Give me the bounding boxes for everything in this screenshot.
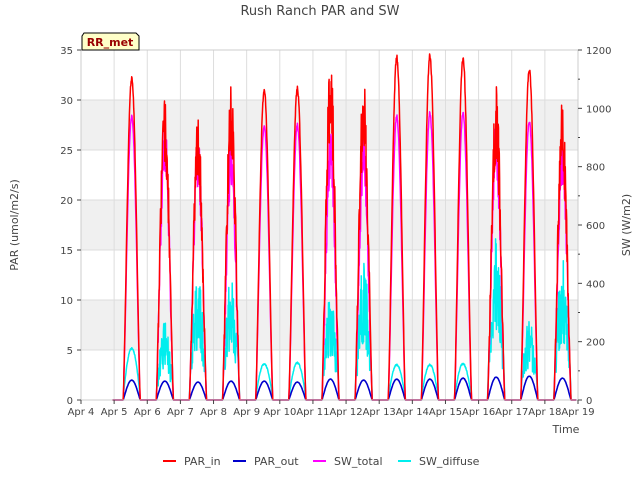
x-tick-label: Apr 14	[396, 407, 429, 418]
x-tick-label: Apr 6	[134, 407, 161, 418]
right-tick-label: 600	[586, 221, 605, 232]
left-tick-label: 0	[67, 396, 73, 407]
right-tick-label: 1200	[586, 46, 611, 57]
left-tick-label: 20	[60, 196, 73, 207]
left-axis-label: PAR (umol/m2/s)	[8, 179, 21, 271]
series-line-par-out	[112, 375, 577, 401]
site-label-box: RR_met	[81, 32, 140, 51]
right-axis-ticks: 0 200 400 600 800 1000 1200	[578, 46, 611, 407]
x-tick-label: Apr 16	[462, 407, 495, 418]
x-tick-label: Apr 19	[561, 407, 594, 418]
x-axis-label: Time	[552, 423, 580, 436]
background-band	[81, 200, 578, 250]
x-tick-label: Apr 4	[68, 407, 95, 418]
x-tick-label: Apr 8	[200, 407, 227, 418]
left-tick-label: 30	[60, 96, 73, 107]
x-tick-label: Apr 18	[528, 407, 561, 418]
x-tick-label: Apr 7	[167, 407, 194, 418]
left-axis-ticks: 0 5 10 15 20 25 30 35	[60, 46, 81, 407]
right-tick-label: 200	[586, 338, 605, 349]
x-tick-label: Apr 9	[233, 407, 260, 418]
legend-label-sw-diffuse: SW_diffuse	[419, 455, 480, 468]
x-axis-ticks: Apr 4 Apr 5 Apr 6 Apr 7 Apr 8 Apr 9 Apr 10 Apr …	[68, 400, 595, 418]
chart-title: Rush Ranch PAR and SW	[240, 4, 399, 19]
left-tick-label: 5	[67, 346, 73, 357]
x-tick-label: Apr 12	[329, 407, 362, 418]
left-tick-label: 10	[60, 296, 73, 307]
right-tick-label: 0	[586, 396, 592, 407]
right-tick-label: 400	[586, 279, 605, 290]
left-tick-label: 35	[60, 46, 73, 57]
right-axis-label: SW (W/m2)	[620, 194, 633, 256]
x-tick-label: Apr 13	[363, 407, 396, 418]
x-tick-label: Apr 17	[495, 407, 528, 418]
x-tick-label: Apr 10	[263, 407, 296, 418]
left-tick-label: 25	[60, 146, 73, 157]
legend-label-par-out: PAR_out	[254, 455, 299, 468]
x-tick-label: Apr 5	[101, 407, 128, 418]
x-tick-label: Apr 11	[296, 407, 329, 418]
site-label: RR_met	[87, 36, 134, 49]
legend: PAR_in PAR_out SW_total SW_diffuse	[163, 455, 480, 468]
legend-label-sw-total: SW_total	[334, 455, 383, 468]
series-line-sw-total	[112, 111, 577, 401]
legend-label-par-in: PAR_in	[184, 455, 221, 468]
right-tick-label: 1000	[586, 104, 611, 115]
x-tick-label: Apr 15	[429, 407, 462, 418]
right-tick-label: 800	[586, 163, 605, 174]
left-tick-label: 15	[60, 246, 73, 257]
